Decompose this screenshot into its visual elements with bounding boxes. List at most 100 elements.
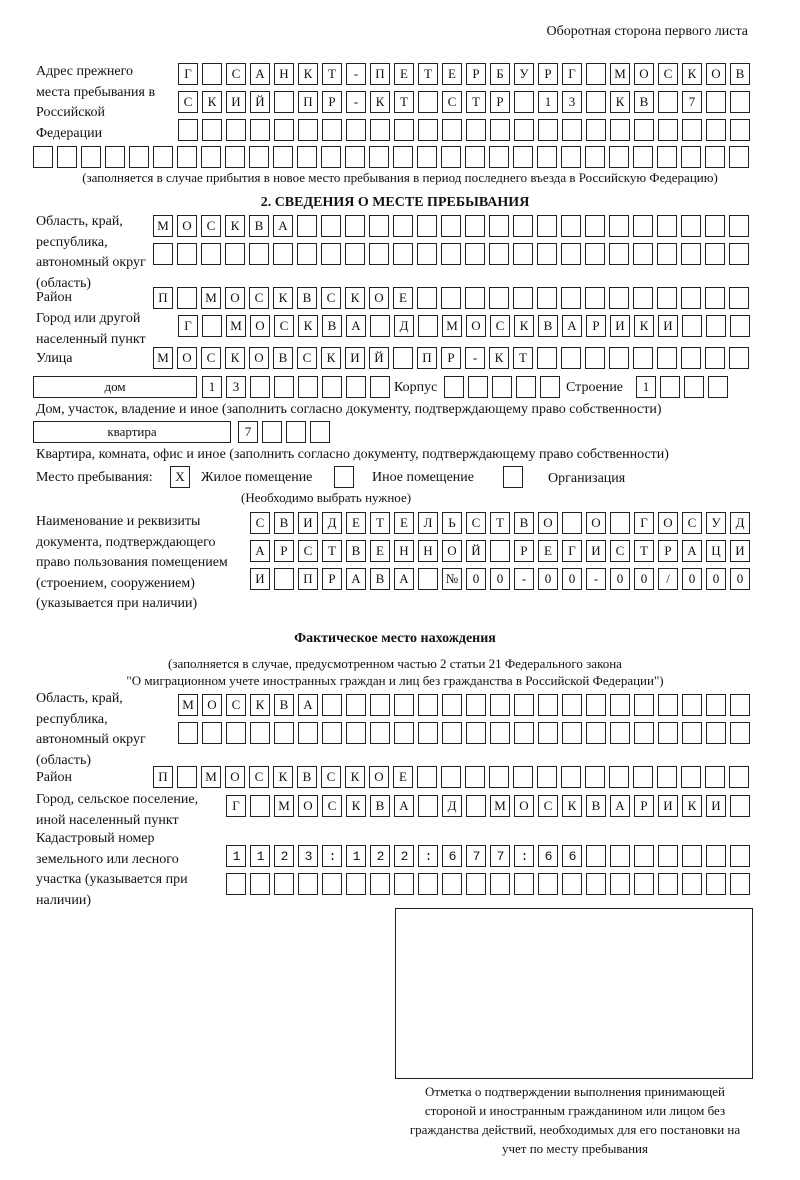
char-cell[interactable] [538,873,558,895]
char-cell[interactable]: В [322,315,342,337]
char-cell[interactable] [682,694,702,716]
char-cell[interactable] [633,766,653,788]
char-cell[interactable] [273,146,293,168]
char-cell[interactable]: К [370,91,390,113]
char-cell[interactable] [466,722,486,744]
char-cell[interactable]: К [345,287,365,309]
char-cell[interactable] [633,215,653,237]
char-cell[interactable] [586,694,606,716]
char-cell[interactable] [657,347,677,369]
char-cell[interactable] [417,766,437,788]
char-cell[interactable]: 1 [202,376,222,398]
char-cell[interactable]: Й [466,540,486,562]
char-cell[interactable] [514,722,534,744]
char-cell[interactable] [322,376,342,398]
char-cell[interactable]: Н [418,540,438,562]
char-cell[interactable] [310,421,330,443]
char-cell[interactable] [586,63,606,85]
char-cell[interactable]: К [321,347,341,369]
char-cell[interactable]: С [274,315,294,337]
char-cell[interactable]: Ь [442,512,462,534]
char-cell[interactable]: М [178,694,198,716]
char-cell[interactable]: Н [394,540,414,562]
char-cell[interactable] [418,119,438,141]
char-cell[interactable] [393,215,413,237]
char-cell[interactable]: В [273,347,293,369]
char-cell[interactable]: О [586,512,606,534]
char-cell[interactable] [417,146,437,168]
char-cell[interactable]: С [201,215,221,237]
char-cell[interactable]: О [225,766,245,788]
char-cell[interactable]: К [634,315,654,337]
char-cell[interactable]: Т [634,540,654,562]
char-cell[interactable]: 3 [226,376,246,398]
char-cell[interactable]: К [562,795,582,817]
char-cell[interactable]: Г [562,540,582,562]
char-cell[interactable] [322,694,342,716]
char-cell[interactable] [417,215,437,237]
char-cell[interactable] [393,146,413,168]
char-cell[interactable] [514,91,534,113]
char-cell[interactable]: К [250,694,270,716]
char-cell[interactable]: С [226,63,246,85]
char-cell[interactable] [418,91,438,113]
char-cell[interactable] [658,873,678,895]
char-cell[interactable] [730,845,750,867]
char-cell[interactable]: 1 [538,91,558,113]
char-cell[interactable] [730,694,750,716]
char-cell[interactable] [321,215,341,237]
char-cell[interactable]: А [298,694,318,716]
char-cell[interactable] [33,146,53,168]
char-cell[interactable] [562,722,582,744]
char-cell[interactable]: С [297,347,317,369]
char-cell[interactable] [394,845,414,867]
char-cell[interactable] [610,873,630,895]
char-cell[interactable]: О [466,315,486,337]
char-cell[interactable] [514,873,534,895]
flat-cells[interactable]: 7 [238,421,330,443]
char-cell[interactable] [514,845,534,867]
char-cell[interactable] [225,146,245,168]
char-cell[interactable]: В [634,91,654,113]
char-cell[interactable] [490,540,510,562]
char-cell[interactable]: О [369,766,389,788]
char-cell[interactable]: № [442,568,462,590]
char-cell[interactable]: О [177,215,197,237]
char-cell[interactable] [586,873,606,895]
char-cell[interactable] [418,795,438,817]
char-cell[interactable] [418,845,438,867]
char-cell[interactable] [442,119,462,141]
char-cell[interactable]: О [298,795,318,817]
char-cell[interactable] [513,287,533,309]
char-cell[interactable]: В [514,512,534,534]
char-cell[interactable]: О [658,512,678,534]
char-cell[interactable] [585,215,605,237]
char-cell[interactable]: В [586,795,606,817]
char-cell[interactable] [57,146,77,168]
char-cell[interactable]: 0 [490,568,510,590]
char-cell[interactable]: Д [442,795,462,817]
char-cell[interactable] [730,873,750,895]
char-cell[interactable] [346,119,366,141]
char-cell[interactable] [466,795,486,817]
char-cell[interactable]: Р [514,540,534,562]
char-cell[interactable]: К [514,315,534,337]
char-cell[interactable] [345,215,365,237]
char-cell[interactable]: Т [322,63,342,85]
korpus-cells[interactable] [444,376,560,398]
char-cell[interactable]: Т [322,540,342,562]
char-cell[interactable]: А [346,315,366,337]
char-cell[interactable]: Л [418,512,438,534]
char-cell[interactable] [658,119,678,141]
char-cell[interactable] [202,315,222,337]
char-cell[interactable] [730,795,750,817]
char-cell[interactable] [585,243,605,265]
char-cell[interactable]: П [370,63,390,85]
char-cell[interactable] [561,243,581,265]
char-cell[interactable]: Т [490,512,510,534]
char-cell[interactable] [705,287,725,309]
char-cell[interactable] [609,215,629,237]
